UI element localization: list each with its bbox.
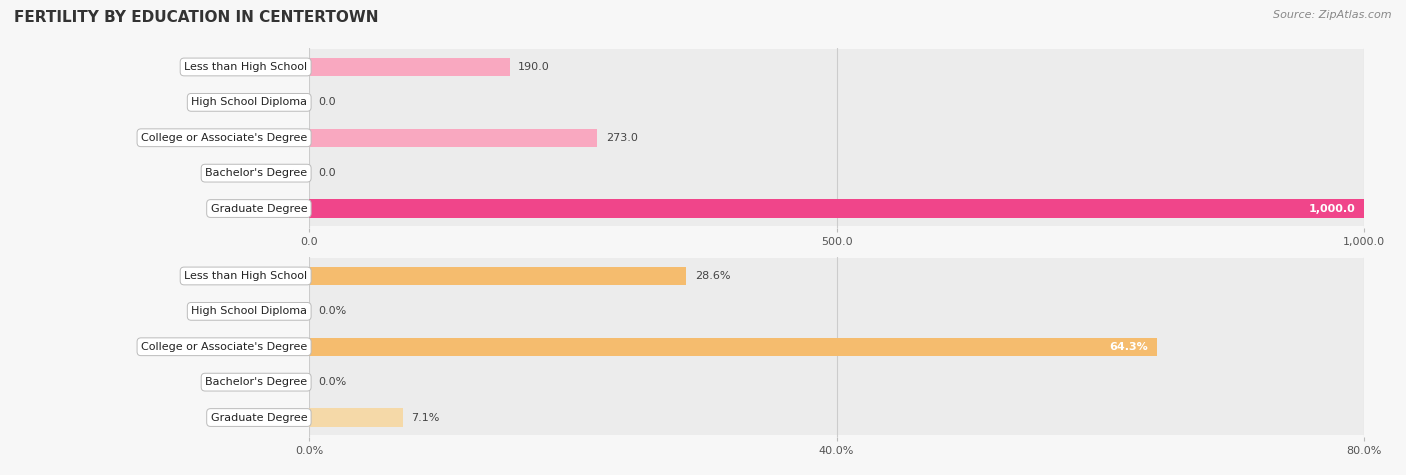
Bar: [309, 408, 404, 427]
Text: 0.0: 0.0: [318, 97, 336, 107]
Text: 1,000.0: 1,000.0: [1309, 203, 1355, 214]
Text: FERTILITY BY EDUCATION IN CENTERTOWN: FERTILITY BY EDUCATION IN CENTERTOWN: [14, 10, 378, 25]
Text: High School Diploma: High School Diploma: [191, 306, 308, 316]
Text: Source: ZipAtlas.com: Source: ZipAtlas.com: [1274, 10, 1392, 19]
Text: 28.6%: 28.6%: [695, 271, 730, 281]
Text: Graduate Degree: Graduate Degree: [211, 412, 308, 423]
Bar: [309, 364, 1364, 400]
Bar: [309, 58, 509, 76]
Text: 64.3%: 64.3%: [1109, 342, 1149, 352]
Bar: [309, 200, 1364, 218]
Text: Less than High School: Less than High School: [184, 271, 308, 281]
Text: 273.0: 273.0: [606, 133, 637, 143]
Text: 0.0%: 0.0%: [318, 377, 346, 387]
Text: Graduate Degree: Graduate Degree: [211, 203, 308, 214]
Bar: [309, 329, 1364, 364]
Bar: [309, 258, 1364, 294]
Bar: [309, 267, 686, 285]
Text: 7.1%: 7.1%: [412, 412, 440, 423]
Text: 190.0: 190.0: [517, 62, 550, 72]
Text: College or Associate's Degree: College or Associate's Degree: [141, 133, 308, 143]
Text: College or Associate's Degree: College or Associate's Degree: [141, 342, 308, 352]
Bar: [309, 120, 1364, 155]
Bar: [309, 400, 1364, 435]
Bar: [309, 49, 1364, 85]
Text: High School Diploma: High School Diploma: [191, 97, 308, 107]
Text: Bachelor's Degree: Bachelor's Degree: [205, 377, 308, 387]
Bar: [309, 85, 1364, 120]
Bar: [309, 191, 1364, 226]
Text: Less than High School: Less than High School: [184, 62, 308, 72]
Text: Bachelor's Degree: Bachelor's Degree: [205, 168, 308, 178]
Bar: [309, 338, 1157, 356]
Text: 0.0: 0.0: [318, 168, 336, 178]
Bar: [309, 129, 598, 147]
Bar: [309, 294, 1364, 329]
Text: 0.0%: 0.0%: [318, 306, 346, 316]
Bar: [309, 155, 1364, 191]
